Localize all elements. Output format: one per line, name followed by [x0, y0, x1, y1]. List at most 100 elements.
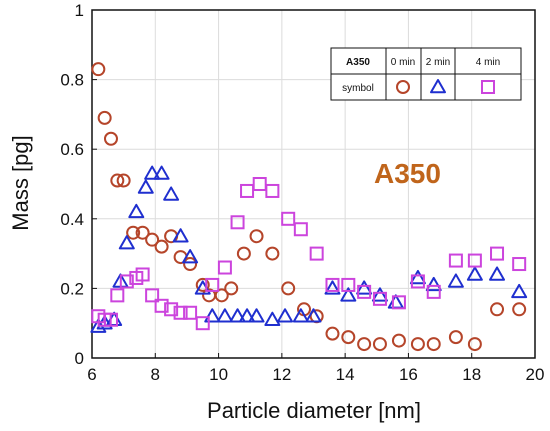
data-point-circle — [410, 337, 425, 352]
data-point-square — [391, 295, 406, 310]
data-point-square — [230, 215, 245, 230]
data-point-square — [410, 274, 425, 289]
data-point-triangle — [340, 287, 357, 302]
legend-header: A350 — [346, 57, 370, 68]
data-point-circle — [341, 330, 356, 345]
data-point-triangle — [163, 186, 180, 201]
data-point-circle — [103, 131, 118, 146]
data-point-triangle — [128, 203, 145, 219]
data-point-circle — [448, 330, 463, 345]
data-point-circle — [224, 281, 239, 296]
data-point-triangle — [239, 308, 256, 323]
data-point-circle — [236, 246, 251, 261]
legend-column-1: 2 min — [426, 57, 450, 68]
series-square-points — [91, 177, 527, 331]
legend-row-label: symbol — [342, 83, 374, 94]
legend-column-2: 4 min — [476, 57, 500, 68]
data-point-square — [265, 183, 280, 198]
series-circle-points — [91, 62, 527, 352]
data-point-circle — [490, 302, 505, 317]
data-point-triangle — [144, 165, 161, 180]
legend-column-0: 0 min — [391, 57, 415, 68]
x-tick-label: 16 — [399, 365, 418, 384]
data-point-circle — [512, 302, 527, 317]
data-point-square — [183, 305, 198, 320]
legend-symbol-triangle — [430, 79, 446, 94]
data-point-triangle — [356, 280, 373, 295]
data-point-square — [309, 246, 324, 261]
x-tick-label: 12 — [272, 365, 291, 384]
data-point-circle — [145, 232, 160, 247]
data-point-square — [293, 222, 308, 237]
data-point-triangle — [118, 235, 135, 250]
data-point-square — [325, 277, 340, 292]
chart-annotation: A350 — [374, 158, 441, 189]
data-point-triangle — [371, 287, 388, 302]
data-point-square — [110, 288, 125, 303]
data-point-circle — [154, 239, 169, 254]
data-point-triangle — [425, 276, 442, 292]
data-point-triangle — [216, 308, 233, 323]
data-point-circle — [126, 225, 141, 240]
x-axis-label: Particle diameter [nm] — [207, 398, 421, 423]
data-point-circle — [195, 277, 210, 292]
y-axis-label: Mass [pg] — [8, 135, 33, 230]
data-point-circle — [135, 225, 150, 240]
data-point-triangle — [466, 266, 483, 281]
data-point-triangle — [489, 266, 506, 281]
x-tick-label: 14 — [336, 365, 355, 384]
data-point-square — [195, 316, 210, 331]
data-point-square — [357, 284, 372, 299]
data-point-square — [448, 253, 463, 268]
data-point-square — [372, 291, 387, 306]
data-point-circle — [357, 337, 372, 352]
data-point-triangle — [264, 311, 281, 326]
data-point-triangle — [153, 165, 170, 180]
x-tick-label: 18 — [462, 365, 481, 384]
data-point-triangle — [229, 308, 246, 323]
data-point-circle — [391, 333, 406, 348]
y-tick-label: 0.6 — [60, 140, 84, 159]
data-point-square — [341, 277, 356, 292]
data-point-triangle — [172, 228, 189, 243]
legend-symbol-square — [481, 80, 495, 94]
data-point-triangle — [292, 308, 309, 323]
legend-table: A350 0 min 2 min 4 min symbol — [330, 47, 522, 101]
data-point-circle — [372, 337, 387, 352]
x-tick-label: 10 — [209, 365, 228, 384]
data-point-triangle — [324, 280, 341, 295]
axis-ticks: 6 8 10 12 14 16 18 20 0 0.2 0.4 0.6 0.8 1 — [60, 1, 544, 384]
data-point-square — [240, 183, 255, 198]
data-point-triangle — [447, 273, 464, 288]
data-point-triangle — [204, 308, 221, 323]
data-point-square — [103, 312, 118, 327]
data-point-circle — [97, 110, 112, 125]
data-point-triangle — [305, 308, 322, 323]
data-point-circle — [214, 288, 229, 303]
data-point-square — [135, 267, 150, 282]
data-point-circle — [116, 173, 131, 188]
y-tick-label: 0.4 — [60, 210, 84, 229]
data-point-triangle — [277, 308, 294, 323]
data-point-circle — [281, 281, 296, 296]
data-point-square — [426, 284, 441, 299]
legend-symbols — [396, 79, 495, 94]
data-point-circle — [265, 246, 280, 261]
data-point-circle — [110, 173, 125, 188]
data-point-square — [490, 246, 505, 261]
x-tick-label: 20 — [526, 365, 545, 384]
data-point-circle — [325, 326, 340, 341]
y-tick-label: 0.2 — [60, 279, 84, 298]
data-point-square — [164, 302, 179, 317]
data-point-triangle — [137, 179, 154, 194]
data-point-square — [467, 253, 482, 268]
x-tick-label: 6 — [87, 365, 96, 384]
data-point-square — [173, 305, 188, 320]
data-point-circle — [91, 62, 106, 77]
data-point-square — [252, 177, 267, 191]
data-point-circle — [426, 337, 441, 352]
data-point-circle — [249, 229, 264, 244]
data-point-triangle — [409, 269, 426, 285]
data-point-circle — [183, 257, 198, 272]
